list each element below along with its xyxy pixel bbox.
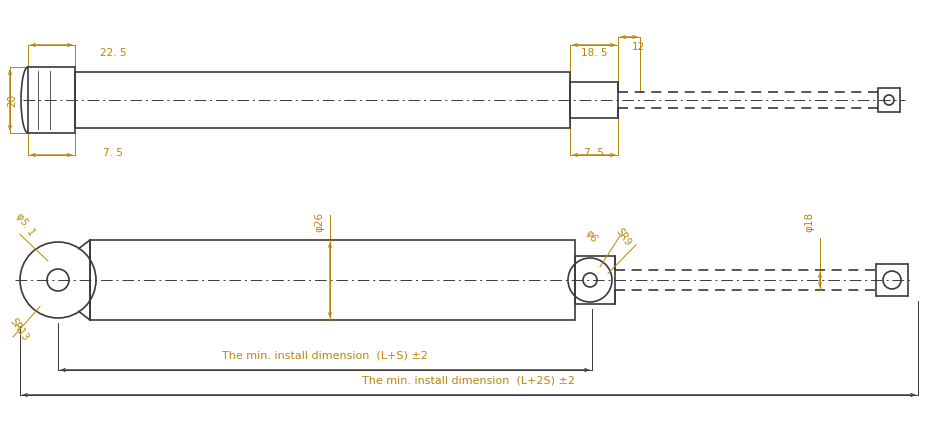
Bar — [575, 256, 615, 304]
Bar — [570, 82, 618, 118]
Text: 7. 5: 7. 5 — [584, 148, 604, 158]
Text: The min. install dimension  (L+S) ±2: The min. install dimension (L+S) ±2 — [222, 350, 428, 360]
Text: 22. 5: 22. 5 — [99, 48, 126, 58]
Text: φ6: φ6 — [584, 228, 599, 244]
Text: φ5. 1: φ5. 1 — [14, 211, 37, 237]
Text: 7. 5: 7. 5 — [103, 148, 123, 158]
Text: SR9: SR9 — [614, 227, 634, 248]
Text: 20: 20 — [7, 93, 17, 106]
Bar — [28, 67, 75, 133]
Bar — [878, 88, 900, 112]
Text: 12: 12 — [632, 42, 645, 52]
Text: 18. 5: 18. 5 — [581, 48, 607, 58]
Bar — [75, 72, 570, 128]
Text: SR13: SR13 — [8, 316, 30, 342]
Text: φ18: φ18 — [804, 212, 814, 232]
Text: The min. install dimension  (L+2S) ±2: The min. install dimension (L+2S) ±2 — [363, 375, 576, 385]
Bar — [90, 240, 575, 320]
Text: φ26: φ26 — [314, 212, 324, 232]
Bar — [876, 264, 908, 296]
